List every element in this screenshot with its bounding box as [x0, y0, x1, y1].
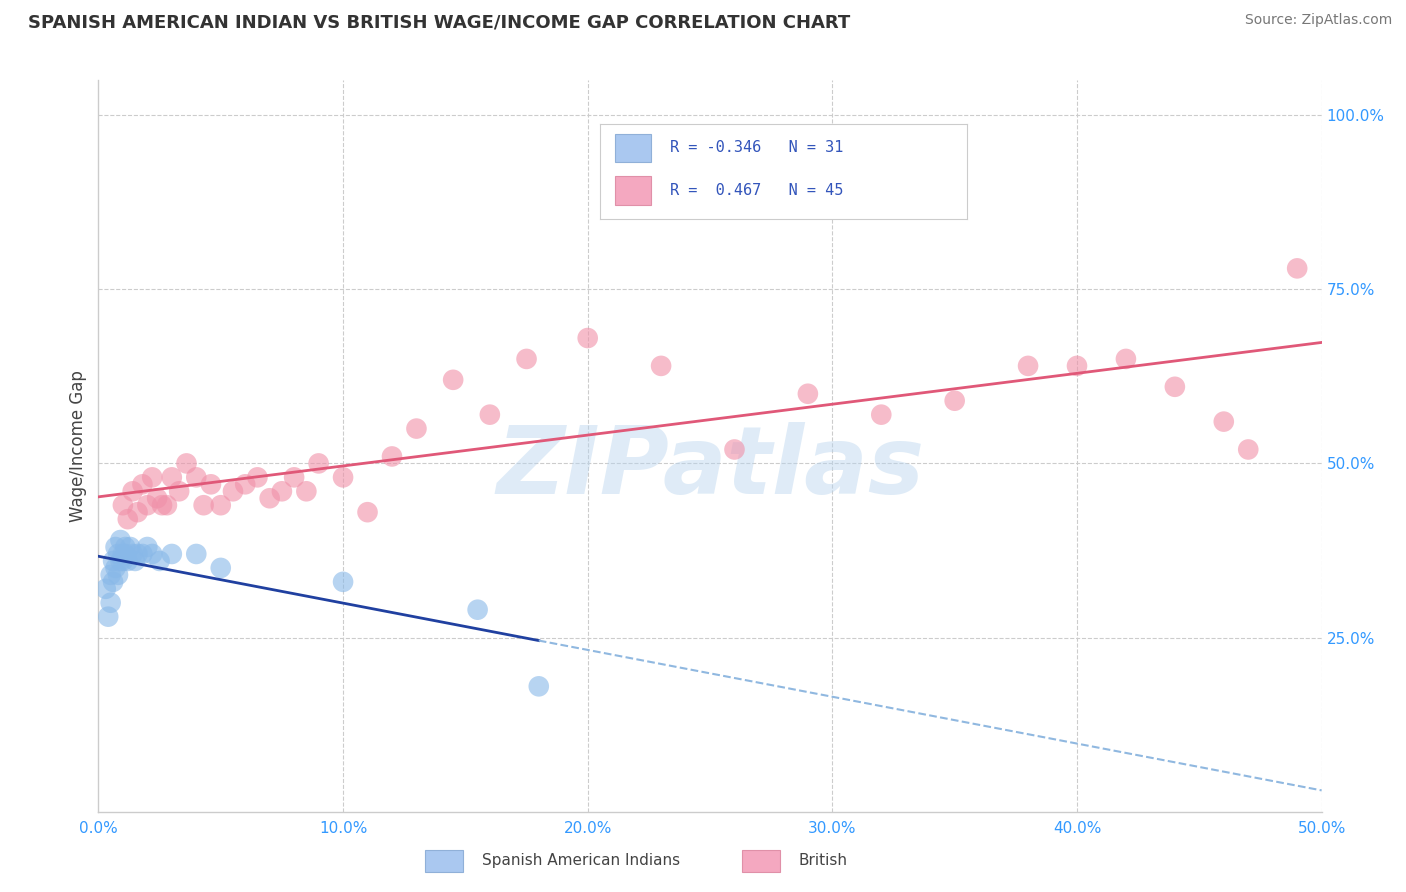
Point: [117, 554, 139, 568]
Point: [100, 567, 122, 582]
Point: [209, 498, 232, 512]
Point: [104, 540, 127, 554]
Point: [246, 470, 269, 484]
Point: [870, 408, 893, 422]
Text: SPANISH AMERICAN INDIAN VS BRITISH WAGE/INCOME GAP CORRELATION CHART: SPANISH AMERICAN INDIAN VS BRITISH WAGE/…: [28, 13, 851, 31]
Point: [111, 554, 134, 568]
Point: [121, 484, 143, 499]
Point: [1066, 359, 1088, 373]
Point: [167, 484, 190, 499]
Point: [127, 505, 149, 519]
Point: [381, 450, 404, 464]
Point: [110, 554, 132, 568]
Point: [104, 561, 127, 575]
Point: [259, 491, 281, 506]
Point: [100, 596, 122, 610]
Point: [576, 331, 599, 345]
Point: [650, 359, 672, 373]
Point: [127, 547, 149, 561]
Bar: [426, 849, 464, 872]
Bar: [742, 849, 779, 872]
Point: [193, 498, 215, 512]
Point: [515, 351, 537, 366]
Point: [94, 582, 117, 596]
Point: [114, 540, 136, 554]
Point: [107, 567, 129, 582]
Y-axis label: Wage/Income Gap: Wage/Income Gap: [69, 370, 87, 522]
Point: [1017, 359, 1039, 373]
Point: [478, 408, 501, 422]
Point: [176, 457, 198, 471]
Point: [121, 547, 143, 561]
Point: [97, 609, 120, 624]
Point: [186, 547, 208, 561]
Point: [943, 393, 966, 408]
Point: [1286, 261, 1309, 276]
Point: [405, 421, 427, 435]
Point: [131, 477, 153, 491]
Point: [124, 554, 146, 568]
Point: [141, 470, 163, 484]
Point: [222, 484, 245, 499]
Point: [1164, 380, 1187, 394]
Point: [1115, 351, 1137, 366]
Point: [136, 540, 159, 554]
Point: [149, 554, 172, 568]
Point: [356, 505, 378, 519]
Point: [114, 547, 136, 561]
Text: British: British: [799, 854, 848, 868]
Point: [441, 373, 464, 387]
Point: [111, 547, 134, 561]
Text: R = -0.346   N = 31: R = -0.346 N = 31: [669, 140, 844, 155]
Point: [1237, 442, 1260, 457]
Point: [160, 547, 183, 561]
Point: [332, 574, 354, 589]
Point: [283, 470, 305, 484]
Point: [209, 561, 232, 575]
Point: [110, 533, 132, 547]
Point: [150, 498, 173, 512]
Point: [295, 484, 318, 499]
Point: [527, 679, 550, 693]
Text: Spanish American Indians: Spanish American Indians: [482, 854, 681, 868]
Text: Source: ZipAtlas.com: Source: ZipAtlas.com: [1244, 13, 1392, 28]
Point: [186, 470, 208, 484]
Text: ZIPatlas: ZIPatlas: [496, 422, 924, 514]
Point: [797, 386, 820, 401]
Point: [1212, 415, 1234, 429]
Point: [723, 442, 745, 457]
Text: R =  0.467   N = 45: R = 0.467 N = 45: [669, 183, 844, 198]
Point: [117, 512, 139, 526]
Point: [308, 457, 330, 471]
Bar: [614, 177, 651, 205]
Point: [131, 547, 153, 561]
Point: [200, 477, 222, 491]
Point: [107, 547, 129, 561]
Point: [270, 484, 294, 499]
Point: [160, 470, 183, 484]
Point: [101, 574, 124, 589]
Point: [141, 547, 163, 561]
Point: [111, 498, 134, 512]
Point: [467, 603, 489, 617]
Point: [146, 491, 169, 506]
Bar: [614, 134, 651, 162]
Point: [120, 540, 142, 554]
Point: [136, 498, 159, 512]
Point: [332, 470, 354, 484]
Point: [233, 477, 256, 491]
Point: [156, 498, 179, 512]
Point: [101, 554, 124, 568]
